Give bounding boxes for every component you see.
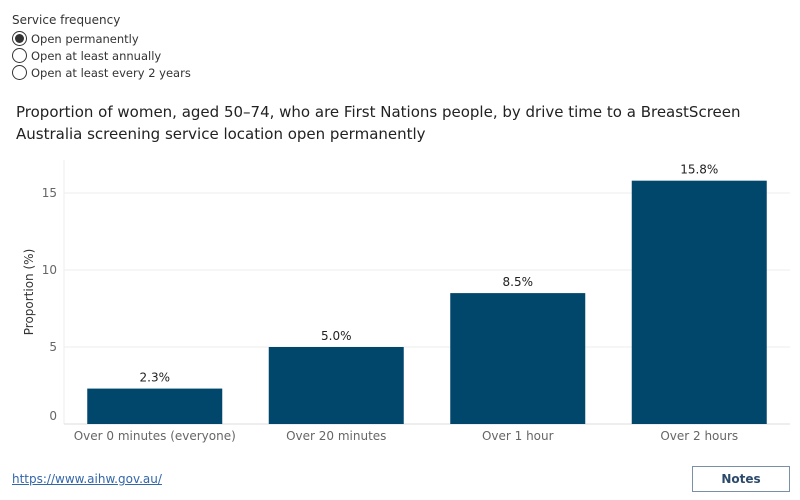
radio-option[interactable]: Open at least every 2 years <box>12 65 191 80</box>
bar <box>450 293 586 424</box>
y-axis-label: Proportion (%) <box>22 249 36 336</box>
bar <box>631 180 767 424</box>
bar-chart: 0 5 10 15 Proportion (%) 2.3% Over 0 minutes (… <box>22 160 790 443</box>
data-label: 8.5% <box>503 275 534 289</box>
radio-circle-icon[interactable] <box>12 31 27 46</box>
radio-circle-icon[interactable] <box>12 65 27 80</box>
radio-label: Open permanently <box>31 31 139 46</box>
data-label: 5.0% <box>321 329 352 343</box>
radio-label: Open at least every 2 years <box>31 65 191 80</box>
bar <box>268 347 404 424</box>
radio-option[interactable]: Open at least annually <box>12 48 161 63</box>
x-tick-label: Over 20 minutes <box>286 429 386 443</box>
radio-circle-icon[interactable] <box>12 48 27 63</box>
bar <box>87 388 223 424</box>
y-tick-label: 5 <box>49 340 57 354</box>
x-tick-label: Over 2 hours <box>660 429 738 443</box>
x-tick-label: Over 1 hour <box>482 429 554 443</box>
aihw-link[interactable]: https://www.aihw.gov.au/ <box>12 472 162 486</box>
filter-title: Service frequency <box>12 13 121 27</box>
radio-option[interactable]: Open permanently <box>12 31 139 46</box>
y-tick-label: 0 <box>49 409 57 423</box>
data-label: 2.3% <box>140 371 171 385</box>
radio-selected-dot-icon <box>15 34 24 43</box>
x-tick-label: Over 0 minutes (everyone) <box>74 429 236 443</box>
radio-label: Open at least annually <box>31 48 162 63</box>
notes-button[interactable]: Notes <box>692 466 790 492</box>
y-tick-label: 15 <box>42 186 57 200</box>
data-label: 15.8% <box>680 163 718 177</box>
chart-title: Proportion of women, aged 50–74, who are… <box>16 103 741 143</box>
y-tick-label: 10 <box>42 263 57 277</box>
